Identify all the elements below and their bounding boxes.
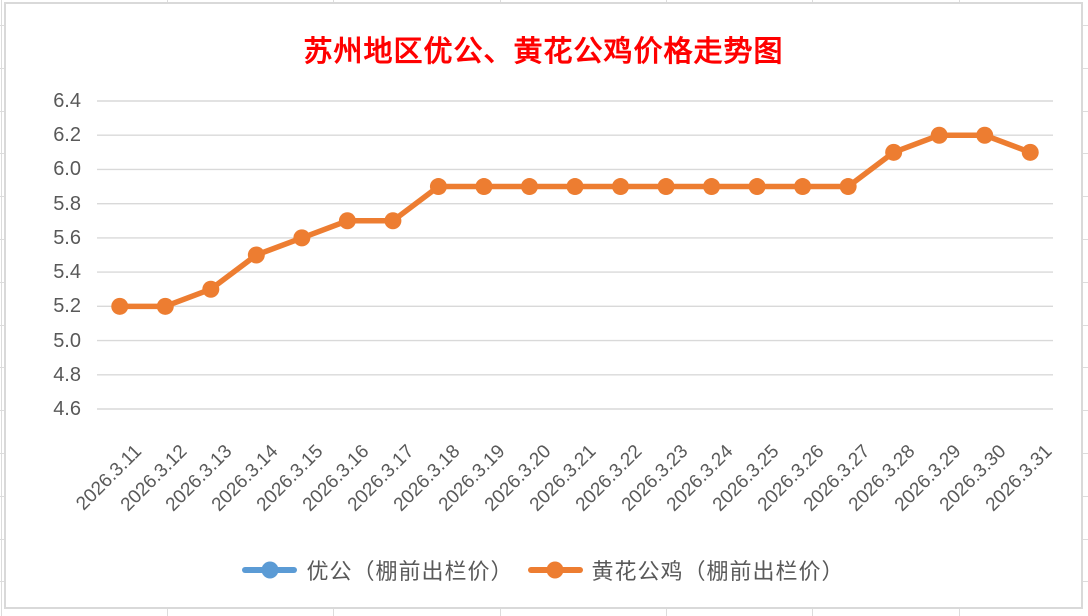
line-chart-plot [97,100,1053,410]
chart-object[interactable]: 苏州地区优公、黄花公鸡价格走势图 6.4 6.2 6.0 5.8 5.6 5.4 5.2 5.… [4,2,1083,609]
legend-line-marker-icon [527,561,583,579]
legend-label: 优公（棚前出栏价） [306,559,514,584]
data-point-marker[interactable] [247,246,265,264]
data-point-marker[interactable] [1021,143,1039,161]
legend-item[interactable]: 优公（棚前出栏价） [242,554,513,586]
y-tick-label: 5.6 [53,226,81,249]
data-point-marker[interactable] [612,178,630,196]
data-point-marker[interactable] [703,178,721,196]
data-point-marker[interactable] [111,297,129,315]
data-point-marker[interactable] [293,229,311,247]
y-tick-label: 4.6 [53,398,81,420]
y-tick-label: 5.2 [53,295,81,318]
y-tick-label: 5.4 [53,261,81,284]
legend-label: 黄花公鸡（棚前出栏价） [591,559,845,584]
y-tick-label: 6.0 [53,158,81,181]
y-tick-label: 5.8 [53,192,81,215]
legend-dot-marker-icon [546,561,564,579]
data-point-marker[interactable] [976,126,994,144]
sheet-column-gridline [1,0,2,616]
legend-item[interactable]: 黄花公鸡（棚前出栏价） [527,554,845,586]
data-point-marker[interactable] [748,178,766,196]
chart-title: 苏州地区优公、黄花公鸡价格走势图 [303,34,784,68]
y-tick-label: 6.4 [53,90,81,112]
data-point-marker[interactable] [202,280,220,298]
legend-dot-marker-icon [261,561,279,579]
y-tick-label: 4.8 [53,363,81,386]
data-point-marker[interactable] [566,178,584,196]
data-point-marker[interactable] [520,178,538,196]
data-point-marker[interactable] [839,178,857,196]
data-point-marker[interactable] [475,178,493,196]
chart-legend: 优公（棚前出栏价） 黄花公鸡（棚前出栏价） [6,553,1081,587]
y-tick-label: 5.0 [53,329,81,352]
data-point-marker[interactable] [657,178,675,196]
price-series-line[interactable] [117,132,1033,310]
data-point-marker[interactable] [384,212,402,230]
data-point-marker[interactable] [930,126,948,144]
data-point-marker[interactable] [885,143,903,161]
data-point-marker[interactable] [794,178,812,196]
legend-line-marker-icon [242,561,298,579]
y-tick-label: 6.2 [53,124,81,147]
data-point-marker[interactable] [338,212,356,230]
data-point-marker[interactable] [156,297,174,315]
data-point-marker[interactable] [429,178,447,196]
